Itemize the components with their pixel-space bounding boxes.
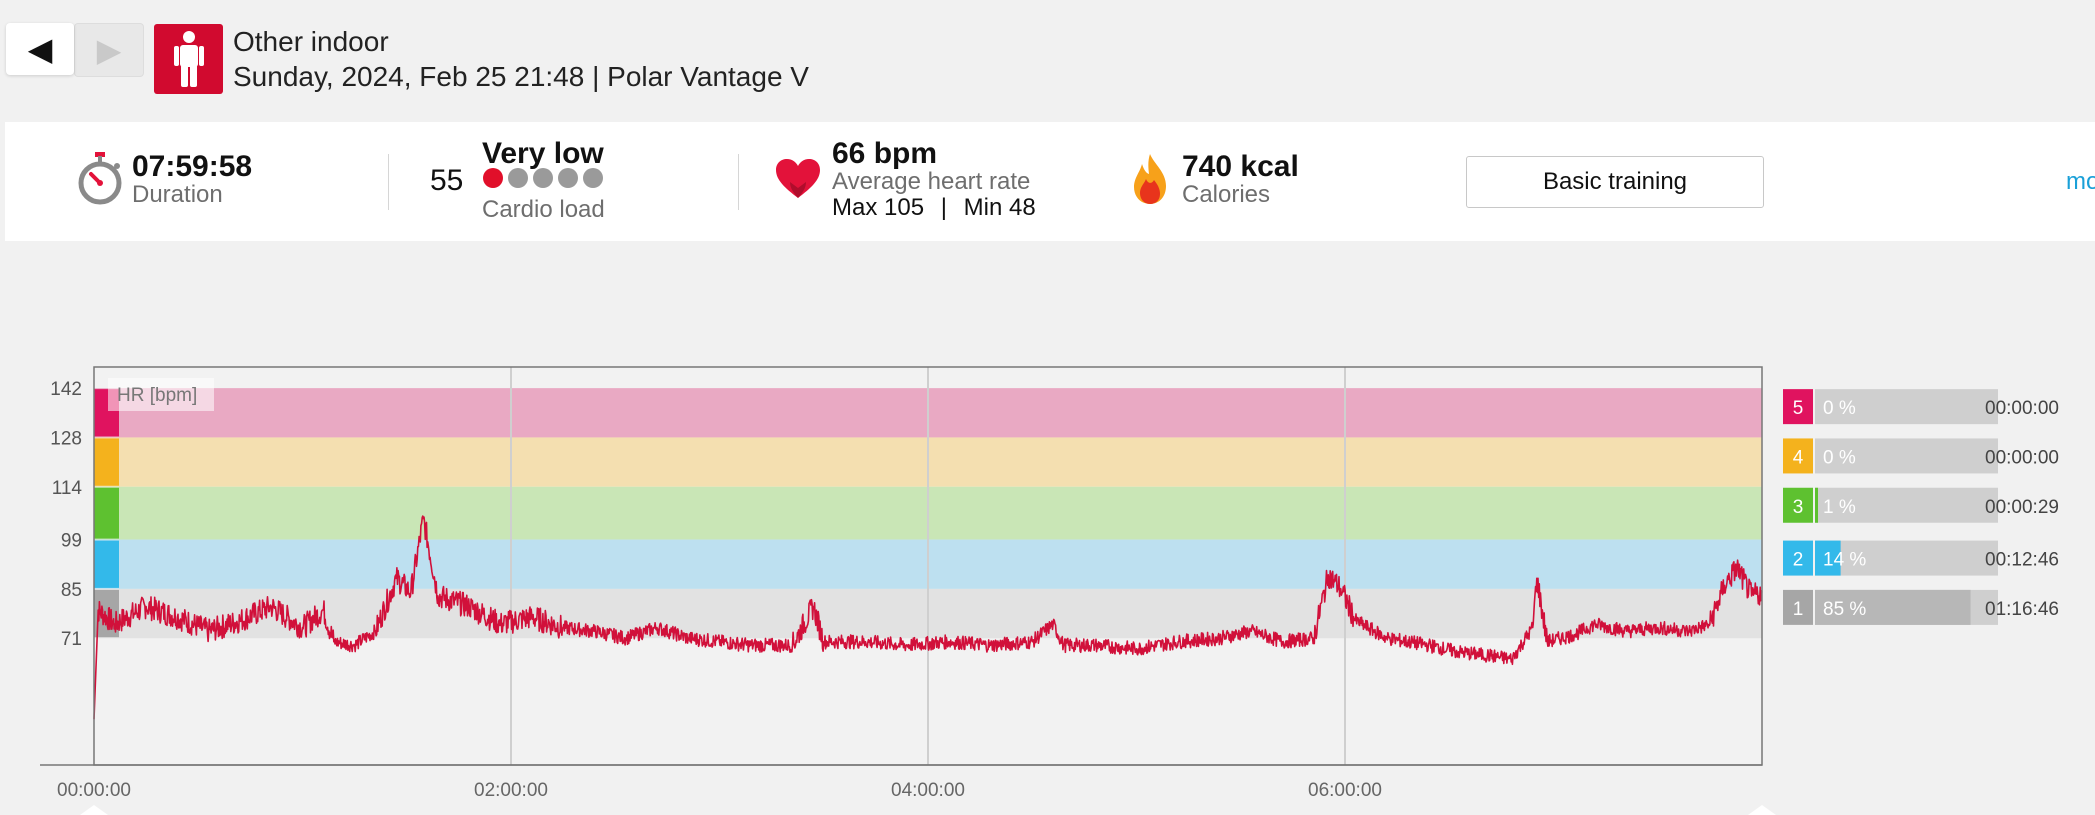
zone-marker-2 xyxy=(94,540,119,588)
hr-min: Min 48 xyxy=(963,194,1036,221)
zone-number-cell xyxy=(1783,438,1813,474)
sport-name: Other indoor xyxy=(233,26,389,57)
divider xyxy=(388,154,389,210)
cardio-load-label: Cardio load xyxy=(482,196,605,223)
hr-series-line xyxy=(93,515,1763,720)
zone-percent: 85 % xyxy=(1823,599,1866,620)
zone-percent: 1 % xyxy=(1823,497,1856,518)
divider xyxy=(738,154,739,210)
hr-max: Max 105 xyxy=(832,194,925,221)
range-handle-right[interactable] xyxy=(1748,805,1776,815)
y-tick-label: 142 xyxy=(50,379,82,400)
basic-training-button[interactable]: Basic training xyxy=(1466,156,1764,208)
y-tick-label: 71 xyxy=(61,629,82,650)
cardio-load-dots xyxy=(483,168,608,193)
zone-number: 5 xyxy=(1793,398,1804,419)
zone-number-cell xyxy=(1783,487,1813,523)
zone-number: 4 xyxy=(1793,447,1804,468)
person-standing-icon xyxy=(154,24,223,94)
range-handle-left[interactable] xyxy=(80,805,108,815)
duration-value: 07:59:58 xyxy=(132,150,253,183)
zone-time: 00:12:46 xyxy=(1985,550,2059,571)
zone-bar-fill xyxy=(1815,589,1971,625)
series-label: HR [bpm] xyxy=(117,385,197,406)
zone-time: 00:00:00 xyxy=(1985,447,2059,468)
zone-percent: 0 % xyxy=(1823,447,1856,468)
avg-hr-label: Average heart rate xyxy=(832,168,1031,195)
cardio-load-level: Very low xyxy=(482,137,604,170)
zone-number-cell xyxy=(1783,589,1813,625)
zone-percent: 0 % xyxy=(1823,398,1856,419)
zone-bar-track xyxy=(1815,389,1998,425)
hr-max-min: Max 105 | Min 48 xyxy=(832,194,1036,222)
forward-button[interactable]: ▶ xyxy=(74,23,144,77)
zone-number: 2 xyxy=(1793,550,1804,571)
flame-icon xyxy=(1130,152,1170,211)
calories-label: Calories xyxy=(1182,181,1271,208)
x-tick-label: 02:00:00 xyxy=(474,780,548,801)
cardio-dot xyxy=(508,168,528,188)
zone-number-cell xyxy=(1783,540,1813,576)
hr-separator: | xyxy=(940,194,947,221)
zone-number: 1 xyxy=(1793,599,1804,620)
zone-bar-track xyxy=(1815,540,1998,576)
zone-bar-track xyxy=(1815,438,1998,474)
zone-bar-fill xyxy=(1815,487,1818,523)
x-tick-label: 04:00:00 xyxy=(891,780,965,801)
zone-number: 3 xyxy=(1793,497,1804,518)
zone-time: 00:00:00 xyxy=(1985,398,2059,419)
zone-time: 01:16:46 xyxy=(1985,599,2059,620)
back-button[interactable]: ◀ xyxy=(6,23,74,75)
more-link[interactable]: mo xyxy=(2066,168,2095,195)
zone-marker-3 xyxy=(94,487,119,539)
y-tick-label: 128 xyxy=(50,428,82,449)
cardio-dot xyxy=(558,168,578,188)
y-tick-label: 99 xyxy=(61,531,82,552)
zone-number-cell xyxy=(1783,389,1813,425)
zone-marker-4 xyxy=(94,438,119,486)
y-tick-label: 85 xyxy=(61,580,82,601)
x-tick-label: 06:00:00 xyxy=(1308,780,1382,801)
calories-value: 740 kcal xyxy=(1182,150,1299,183)
series-label-bg xyxy=(108,378,214,411)
y-tick-label: 114 xyxy=(52,478,83,499)
session-subtitle: Sunday, 2024, Feb 25 21:48 | Polar Vanta… xyxy=(233,61,809,92)
zone-bar-track xyxy=(1815,487,1998,523)
cardio-dot xyxy=(533,168,553,188)
cardio-dot-filled xyxy=(483,168,503,188)
x-tick-label: 00:00:00 xyxy=(57,780,131,801)
avg-hr-value: 66 bpm xyxy=(832,137,938,170)
zone-bar-fill xyxy=(1815,540,1841,576)
cardio-dot xyxy=(583,168,603,188)
duration-label: Duration xyxy=(132,181,223,208)
cardio-load-value: 55 xyxy=(430,164,464,197)
summary-bar: 07:59:58 Duration 55 Very low Cardio loa… xyxy=(5,122,2095,241)
zone-percent: 14 % xyxy=(1823,550,1866,571)
zone-time: 00:00:29 xyxy=(1985,497,2059,518)
stopwatch-icon xyxy=(76,152,124,211)
heart-icon xyxy=(775,158,821,205)
